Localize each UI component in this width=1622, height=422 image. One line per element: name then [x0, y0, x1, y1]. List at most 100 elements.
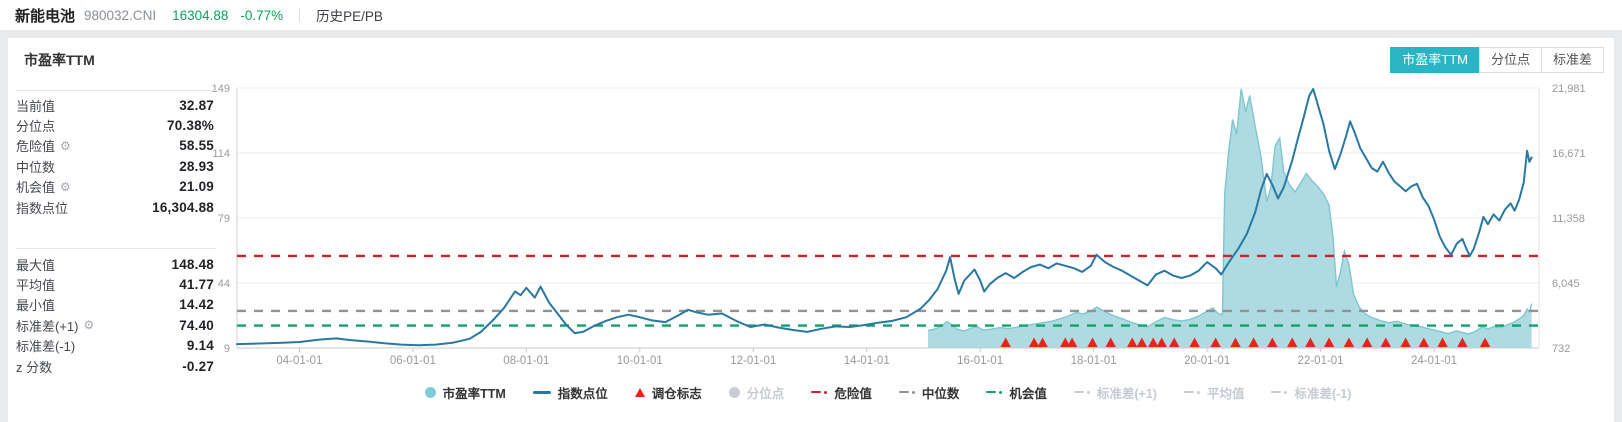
stat-label: 标准差(-1) — [16, 339, 76, 355]
dashdot-marker-icon — [1271, 390, 1288, 394]
stat-value: 148.48 — [171, 256, 214, 272]
pe-history-chart: 04-01-01 06-01-01 08-01-01 10-01-01 12-01-01… — [212, 83, 1586, 367]
rebalance-marker — [1189, 337, 1200, 347]
y-right-label: 6,045 — [1552, 278, 1580, 290]
rebalance-marker — [1037, 337, 1048, 347]
stat-row: 机会值 ⚙︎ 21.09 — [16, 177, 214, 197]
circle-marker-icon — [728, 386, 740, 398]
y-left-label: 44 — [218, 278, 230, 290]
pe-ttm-area-series — [928, 89, 1532, 348]
divider — [16, 248, 216, 249]
stat-row: 平均值 41.77 — [16, 274, 214, 294]
rebalance-marker — [1028, 337, 1040, 347]
x-axis-label: 16-01-01 — [957, 355, 1003, 367]
index-price: 16304.88 — [172, 7, 229, 23]
rebalance-marker — [1287, 337, 1298, 347]
legend-item-10[interactable]: 标准差(-1) — [1271, 383, 1351, 402]
x-axis-label: 22-01-01 — [1298, 355, 1344, 367]
rebalance-marker — [1000, 337, 1011, 347]
rebalance-marker — [1087, 337, 1098, 347]
rebalance-marker — [1105, 337, 1116, 347]
gear-icon[interactable]: ⚙︎ — [60, 179, 71, 194]
stat-value: 28.93 — [179, 158, 214, 174]
legend-label: 分位点 — [746, 386, 785, 401]
index-line-series — [236, 88, 1533, 347]
stat-label: 危险值 — [16, 139, 56, 155]
legend-item-4[interactable]: 分位点 — [728, 383, 785, 402]
stat-label: 分位点 — [16, 118, 56, 134]
stats-sidebar: 当前值 32.87 分位点 70.38% 危险值 ⚙︎ 58.55 中位数 28.93 机会值 ⚙︎… — [8, 38, 232, 422]
rebalance-marker — [1136, 337, 1148, 347]
legend-label: 标准差(+1) — [1096, 386, 1157, 401]
x-axis-label: 10-01-01 — [617, 355, 663, 367]
rebalance-marker — [1230, 337, 1241, 347]
index-code: 980032.CNI — [84, 7, 157, 23]
stat-label: 最大值 — [16, 257, 56, 273]
pe-chart-panel: 市盈率TTM 市盈率TTM 分位点 标准差 当前值 32.87 分位点 70.38% 危… — [8, 38, 1614, 422]
stat-value: 14.42 — [179, 297, 214, 313]
legend-item-5[interactable]: 危险值 — [811, 383, 872, 402]
dashdot-marker-icon — [986, 390, 1003, 394]
rebalance-marker — [1060, 337, 1071, 347]
x-axis-label: 12-01-01 — [730, 355, 776, 367]
rebalance-marker — [1248, 337, 1259, 347]
y-right-label: 21,981 — [1552, 83, 1586, 95]
stat-label: 指数点位 — [16, 200, 69, 216]
legend-label: 市盈率TTM — [442, 386, 506, 401]
tab-pe-ttm[interactable]: 市盈率TTM — [1390, 47, 1480, 73]
stat-row: 指数点位 16,304.88 — [16, 197, 214, 217]
stat-value: 58.55 — [179, 138, 214, 154]
gear-icon[interactable]: ⚙︎ — [60, 138, 71, 153]
stat-value: 32.87 — [179, 97, 214, 113]
stat-value: -0.27 — [182, 358, 214, 374]
legend-label: 平均值 — [1206, 386, 1245, 401]
legend-item-7[interactable]: 机会值 — [986, 383, 1047, 402]
y-left-label: 9 — [224, 343, 230, 355]
vertical-divider — [299, 8, 301, 22]
rebalance-marker — [1169, 337, 1180, 347]
x-axis-label: 18-01-01 — [1071, 355, 1117, 367]
triangle-marker-icon — [634, 387, 645, 397]
dashdot-marker-icon — [898, 390, 915, 394]
stat-label: 最小值 — [16, 298, 56, 314]
y-right-label: 16,671 — [1552, 148, 1586, 160]
divider — [16, 90, 216, 91]
rebalance-marker — [1305, 337, 1316, 347]
legend-item-2[interactable]: 指数点位 — [532, 383, 608, 402]
tab-percentile[interactable]: 分位点 — [1478, 47, 1542, 73]
stat-row: 最小值 14.42 — [16, 295, 214, 315]
stat-value: 41.77 — [179, 276, 214, 292]
stat-label: 当前值 — [16, 98, 56, 114]
dashdot-marker-icon — [811, 390, 828, 394]
stat-label: 标准差(+1) — [16, 318, 79, 334]
x-axis-label: 04-01-01 — [276, 355, 322, 367]
y-left-label: 149 — [212, 83, 230, 95]
x-axis-label: 08-01-01 — [503, 355, 549, 367]
rebalance-marker — [1418, 337, 1430, 347]
rebalance-marker — [1457, 337, 1468, 347]
rebalance-marker — [1066, 337, 1078, 347]
legend-item-1[interactable]: 市盈率TTM — [424, 383, 506, 402]
legend-item-8[interactable]: 标准差(+1) — [1073, 383, 1157, 402]
gear-icon[interactable]: ⚙︎ — [83, 318, 95, 333]
rebalance-marker — [1148, 337, 1159, 347]
index-name: 新能电池 — [15, 7, 76, 25]
legend-item-3[interactable]: 调仓标志 — [634, 383, 702, 402]
tab-std-dev[interactable]: 标准差 — [1540, 47, 1604, 73]
legend-label: 中位数 — [921, 386, 960, 401]
stat-row: 标准差(-1) 9.14 — [16, 336, 214, 356]
rebalance-marker — [1437, 337, 1448, 347]
index-header-bar: 新能电池 980032.CNI 16304.88 -0.77% 历史PE/PB — [0, 0, 1622, 30]
x-axis-label: 14-01-01 — [844, 355, 890, 367]
legend-item-9[interactable]: 平均值 — [1183, 383, 1245, 402]
metric-switch-group: 市盈率TTM 分位点 标准差 — [1390, 47, 1604, 73]
rebalance-marker — [1479, 337, 1491, 347]
dashdot-marker-icon — [1073, 390, 1090, 394]
stat-value: 21.09 — [179, 179, 214, 195]
chart-legend: 市盈率TTM 指数点位 调仓标志 分位点 危险值 中位数 机会值 标准差(+1) 平均值 标准差(… — [237, 381, 1539, 403]
legend-item-6[interactable]: 中位数 — [898, 383, 960, 402]
rebalance-marker — [1127, 337, 1138, 347]
stat-row: 分位点 70.38% — [16, 115, 214, 135]
rebalance-marker — [1380, 337, 1392, 347]
tab-history-pe-pb[interactable]: 历史PE/PB — [316, 9, 383, 24]
